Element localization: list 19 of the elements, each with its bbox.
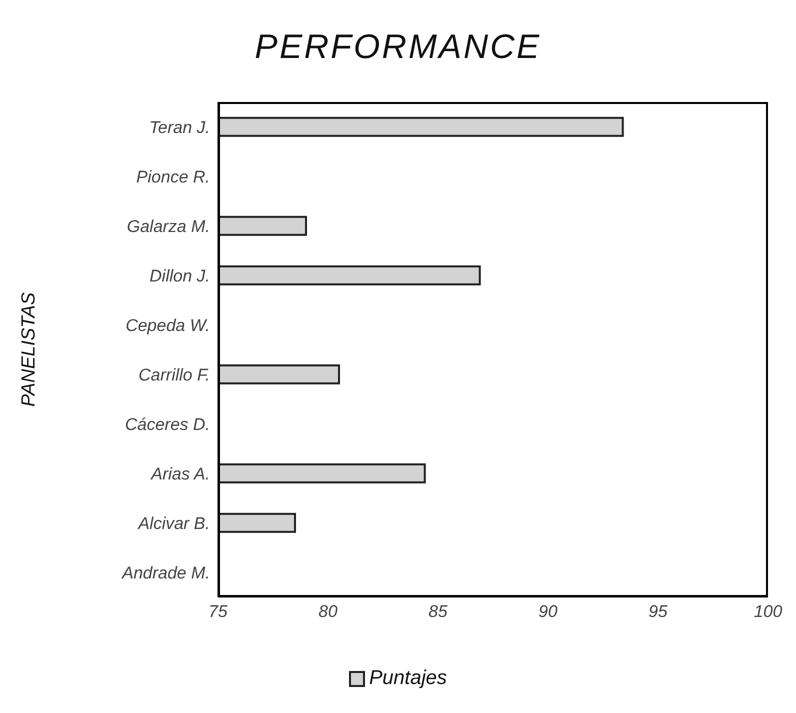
y-tick-label: Carrillo F. bbox=[138, 365, 210, 384]
y-axis-title: PANELISTAS bbox=[18, 292, 40, 407]
x-tick-label: 90 bbox=[538, 602, 558, 622]
y-tick-label: Cáceres D. bbox=[124, 414, 210, 434]
x-tick-label: 75 bbox=[208, 602, 228, 622]
y-tick-label: Teran J. bbox=[149, 118, 210, 137]
chart-title: PERFORMANCE bbox=[254, 27, 542, 68]
y-tick-label: Cepeda W. bbox=[126, 316, 210, 335]
x-tick-label: 95 bbox=[648, 602, 668, 622]
x-tick-label: 80 bbox=[318, 602, 338, 622]
y-tick-label: Pionce R. bbox=[136, 167, 210, 186]
y-tick-label: Alcivar B. bbox=[137, 514, 210, 533]
y-tick-label: Dillon J. bbox=[150, 266, 210, 286]
y-tick-label: Arias A. bbox=[150, 464, 210, 484]
y-tick-label: Galarza M. bbox=[126, 216, 210, 236]
x-tick-label: 85 bbox=[428, 602, 448, 622]
y-tick-label: Andrade M. bbox=[121, 563, 210, 582]
x-tick-label: 100 bbox=[754, 602, 783, 622]
legend-label: Puntajes bbox=[369, 667, 447, 690]
